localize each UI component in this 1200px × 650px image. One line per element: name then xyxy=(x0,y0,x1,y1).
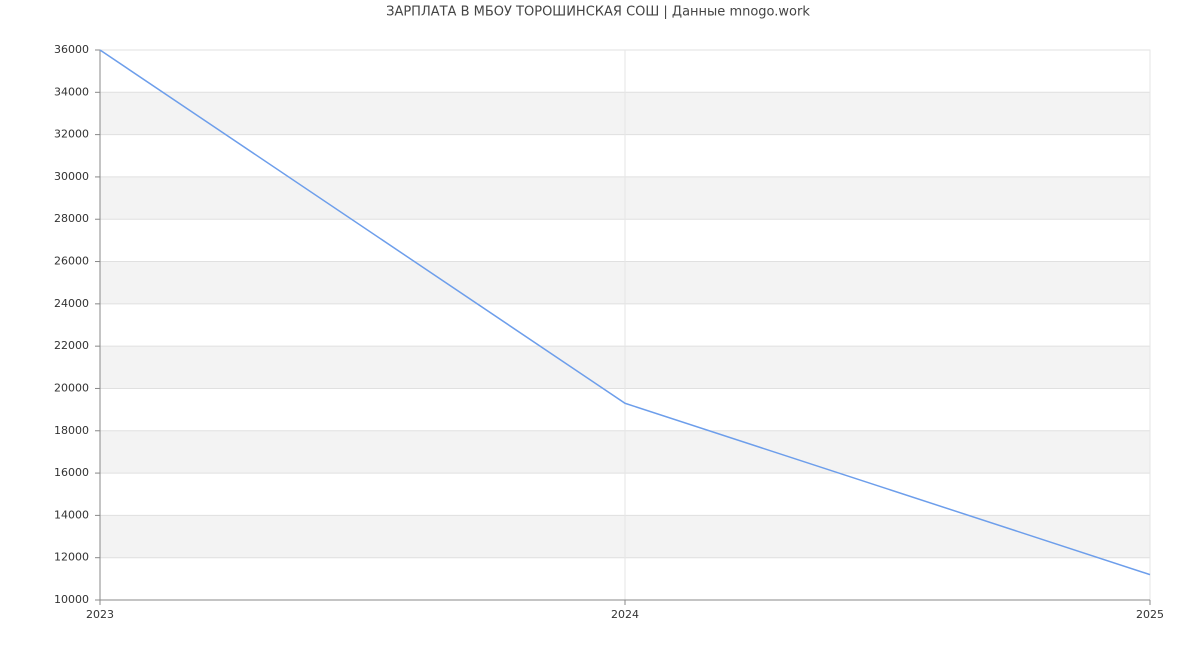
x-tick-label: 2024 xyxy=(611,608,639,621)
x-tick-label: 2025 xyxy=(1136,608,1164,621)
y-tick-label: 14000 xyxy=(54,508,89,521)
x-tick-label: 2023 xyxy=(86,608,114,621)
y-tick-label: 28000 xyxy=(54,212,89,225)
y-tick-label: 16000 xyxy=(54,466,89,479)
y-tick-label: 24000 xyxy=(54,297,89,310)
y-tick-label: 18000 xyxy=(54,424,89,437)
y-tick-label: 30000 xyxy=(54,170,89,183)
y-tick-label: 26000 xyxy=(54,255,89,268)
y-tick-label: 36000 xyxy=(54,43,89,56)
y-tick-label: 12000 xyxy=(54,551,89,564)
y-tick-label: 10000 xyxy=(54,593,89,606)
y-tick-label: 34000 xyxy=(54,85,89,98)
data-line xyxy=(99,49,1151,576)
y-tick-label: 32000 xyxy=(54,128,89,141)
chart-title: ЗАРПЛАТА В МБОУ ТОРОШИНСКАЯ СОШ | Данные… xyxy=(386,5,810,20)
y-tick-label: 20000 xyxy=(54,381,89,394)
y-tick-label: 22000 xyxy=(54,339,89,352)
